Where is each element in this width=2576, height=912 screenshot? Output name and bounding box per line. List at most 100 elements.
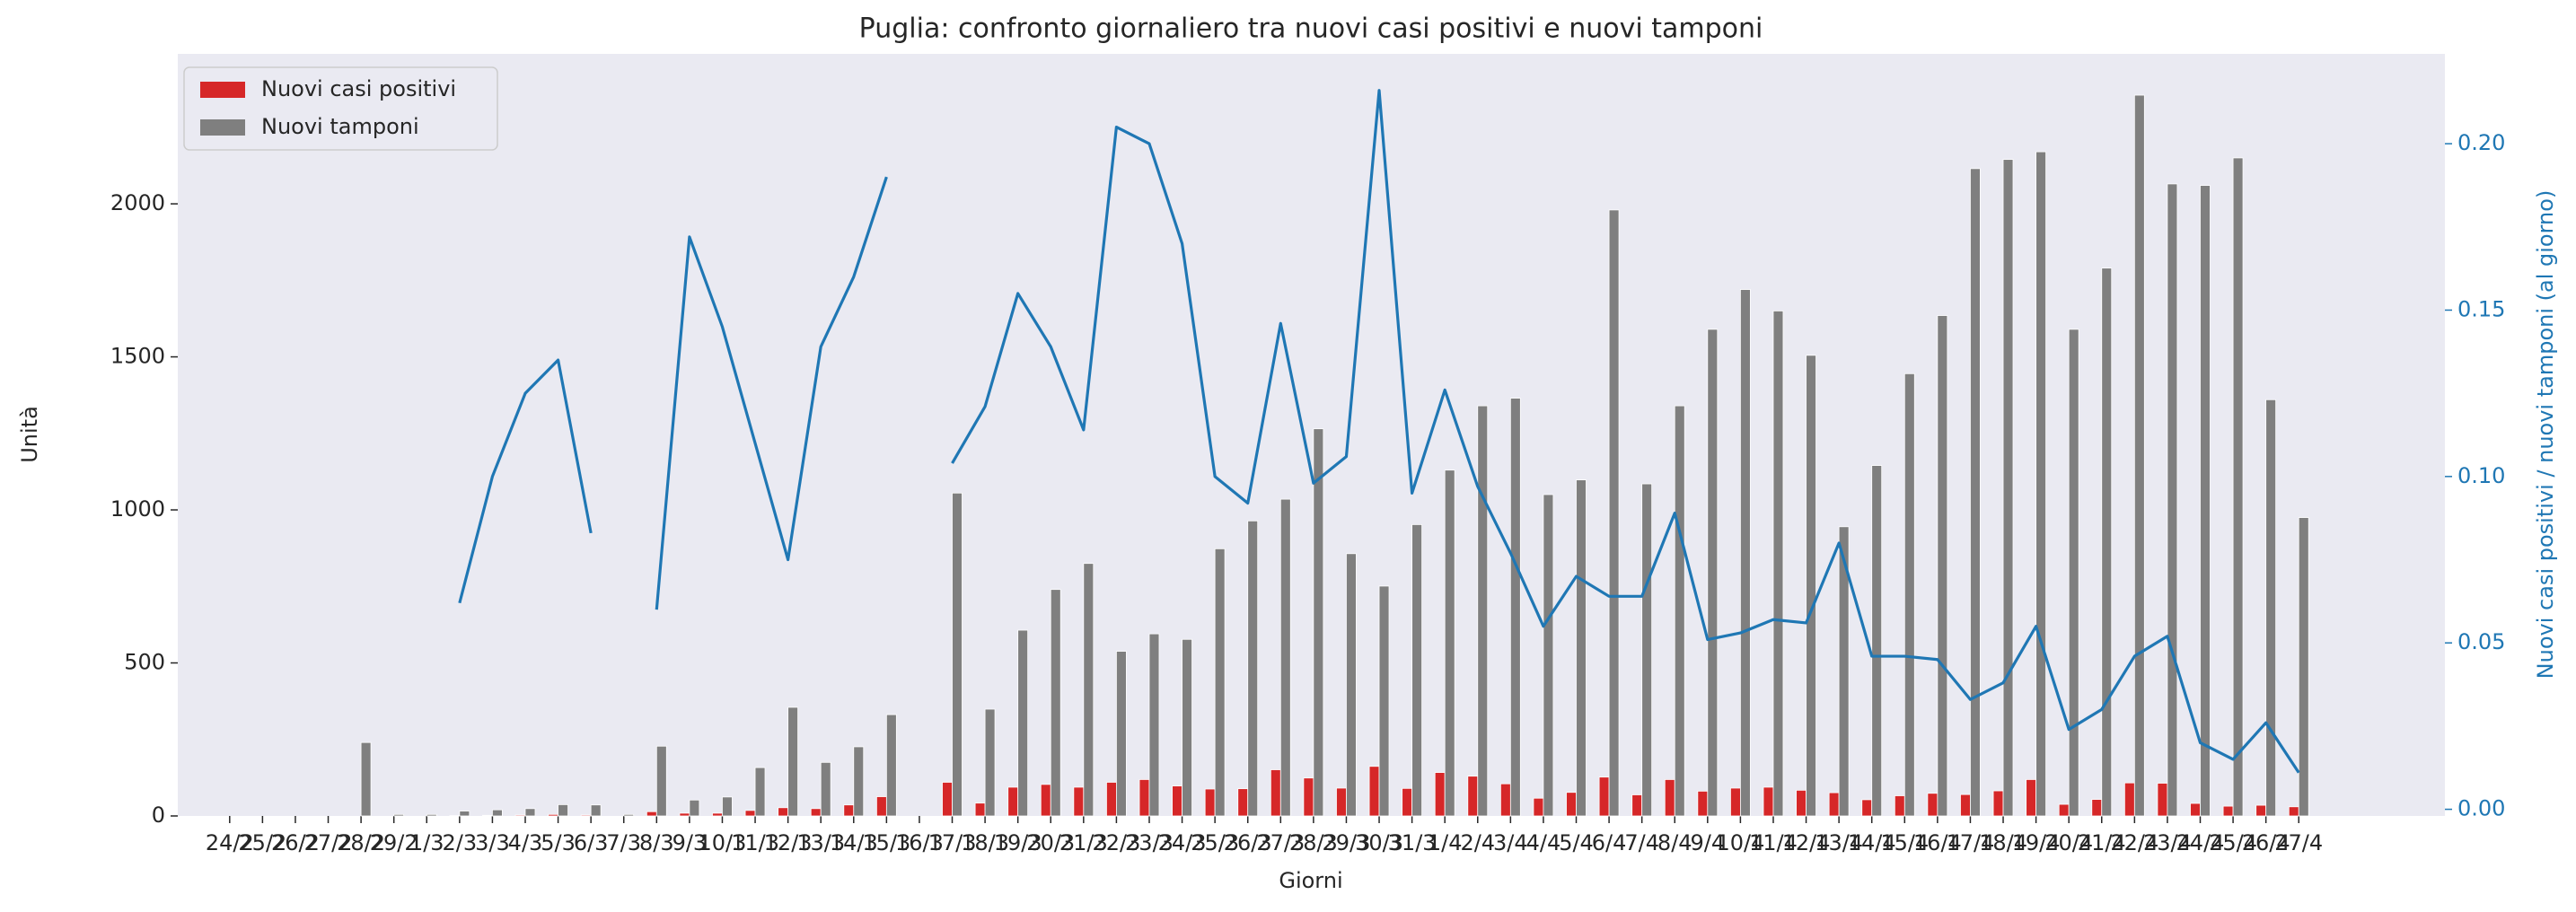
x-tick-label: 27/4 [2274, 830, 2323, 855]
bar [1247, 520, 1259, 817]
bar [1378, 585, 1390, 817]
bar [2091, 799, 2103, 817]
bar [1674, 405, 1685, 817]
x-tick-label: 13/3 [796, 830, 845, 855]
x-tick-label: 31/3 [1388, 830, 1437, 855]
bar [623, 813, 635, 817]
x-tick-label: 28/2 [337, 830, 385, 855]
y-tick-label: 0 [152, 802, 165, 828]
bar [1204, 788, 1216, 817]
bar [952, 492, 963, 817]
x-tick-label: 17/3 [928, 830, 977, 855]
bar [1139, 779, 1150, 817]
bar [1148, 633, 1160, 817]
x-tick-label: 10/3 [699, 830, 747, 855]
bar [1806, 355, 1816, 817]
x-tick-label: 6/4 [1592, 830, 1627, 855]
x-tick-label: 26/3 [1224, 830, 1272, 855]
x-tick-label: 18/4 [1979, 830, 2027, 855]
bar [1237, 788, 1249, 817]
x-tick-label: 14/3 [830, 830, 878, 855]
bar [2288, 806, 2299, 817]
bar [1543, 494, 1554, 817]
bar [2101, 267, 2113, 817]
bar [843, 804, 855, 817]
y-tick-label: 2000 [110, 190, 165, 215]
bar [689, 799, 700, 817]
bar [2222, 805, 2234, 817]
x-tick-label: 27/2 [304, 830, 353, 855]
bar [984, 708, 996, 817]
y-tick-label: 1000 [110, 496, 165, 522]
x-tick-label: 7/3 [606, 830, 641, 855]
bar [1828, 792, 1840, 817]
bar [2002, 159, 2014, 817]
bar [1937, 315, 1948, 817]
x-tick-label: 23/3 [1125, 830, 1174, 855]
bar [2232, 157, 2244, 817]
y2-axis-label: Nuovi casi positivi / nuovi tamponi (al … [2533, 190, 2558, 680]
ratio-line [458, 89, 2300, 774]
x-tick-label: 12/4 [1782, 830, 1831, 855]
x-tick-label: 14/4 [1848, 830, 1896, 855]
x-tick-label: 4/3 [508, 830, 543, 855]
bar [2026, 779, 2037, 817]
bar [1796, 789, 1807, 817]
bar [1598, 776, 1610, 817]
x-tick-label: 16/4 [1913, 830, 1962, 855]
bar [1861, 799, 1873, 817]
y-axis-label: Unità [17, 406, 42, 463]
x-tick-label: 26/2 [271, 830, 320, 855]
x-tick-label: 24/4 [2176, 830, 2225, 855]
bar [810, 808, 822, 817]
bar [514, 814, 526, 817]
bar [2298, 517, 2309, 817]
bar [1772, 311, 1784, 817]
x-tick-label: 7/4 [1624, 830, 1659, 855]
bar [1664, 779, 1675, 817]
y-tick-label: 500 [124, 650, 165, 675]
x-tick-label: 2/3 [443, 830, 478, 855]
legend-swatch [200, 119, 245, 136]
x-tick-label: 16/3 [895, 830, 944, 855]
x-tick-label: 15/3 [862, 830, 910, 855]
bar [679, 812, 690, 817]
bar [1903, 373, 1915, 817]
y2-tick-label: 0.05 [2457, 629, 2505, 654]
x-tick-label: 19/4 [2012, 830, 2061, 855]
bar [1346, 553, 1357, 817]
bar [2200, 185, 2211, 817]
bar [1533, 797, 1544, 817]
bar [580, 814, 592, 817]
y-tick-label: 1500 [110, 344, 165, 369]
bar [1566, 792, 1577, 817]
bar [853, 746, 865, 817]
bar [1477, 405, 1489, 817]
bar [590, 804, 602, 817]
bar [1279, 498, 1291, 817]
x-tick-label: 25/3 [1191, 830, 1239, 855]
bar [1707, 329, 1719, 817]
bar [2035, 151, 2046, 817]
x-tick-label: 3/4 [1493, 830, 1528, 855]
bar [778, 807, 789, 817]
bar [1116, 651, 1127, 817]
bar [712, 812, 723, 817]
bar [885, 714, 897, 817]
bar [1960, 794, 1971, 817]
bar [2133, 94, 2145, 817]
bar [1894, 795, 1905, 817]
x-tick-label: 12/3 [764, 830, 813, 855]
bar [426, 813, 437, 817]
bar [1303, 777, 1314, 817]
x-tick-label: 5/3 [541, 830, 576, 855]
bar [1050, 589, 1061, 817]
bar [1838, 526, 1850, 817]
bar [1182, 638, 1192, 817]
bar [524, 808, 536, 817]
x-tick-label: 15/4 [1880, 830, 1929, 855]
bar [1631, 794, 1643, 817]
bar [787, 706, 798, 817]
x-tick-label: 22/4 [2110, 830, 2158, 855]
x-tick-label: 5/4 [1559, 830, 1594, 855]
